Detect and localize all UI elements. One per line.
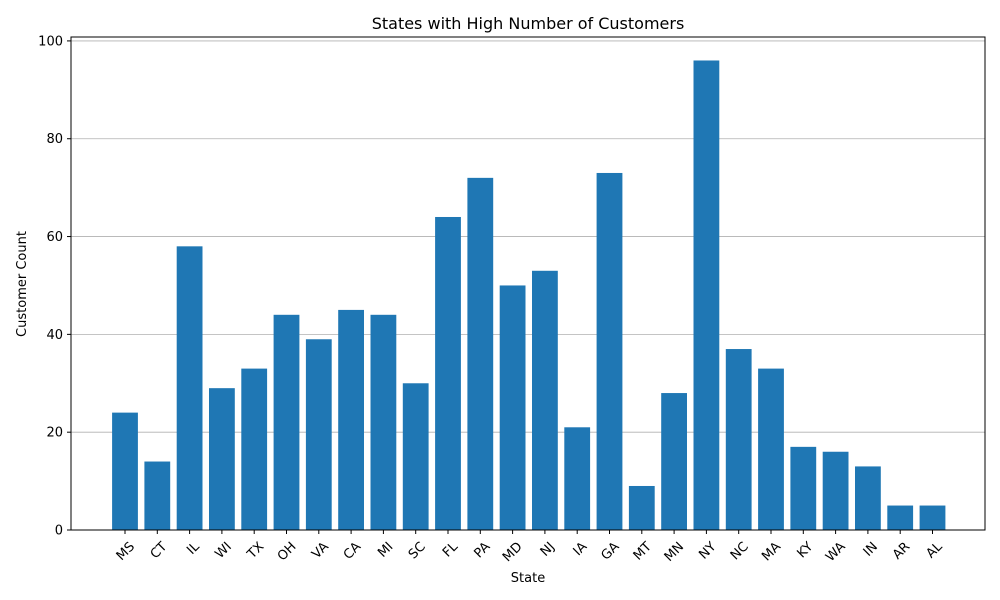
bar-MD: [499, 285, 526, 530]
bar-MA: [758, 368, 784, 530]
x-tick-label-MN: MN: [662, 539, 687, 564]
y-tick-label-80: 80: [46, 132, 63, 147]
x-tick-label-WA: WA: [823, 539, 849, 565]
bar-PA: [467, 177, 494, 530]
x-tick-label-WI: WI: [213, 539, 235, 561]
x-tick-label-CT: CT: [148, 539, 171, 562]
gridlines: [71, 40, 985, 433]
y-ticks: 0 20 40 60 80 100: [38, 34, 71, 539]
bars: [112, 60, 946, 531]
y-tick-label-100: 100: [38, 34, 63, 49]
y-tick-label-20: 20: [46, 426, 63, 441]
x-tick-label-MI: MI: [375, 539, 396, 560]
bar-IA: [564, 427, 591, 530]
y-tick-label-60: 60: [46, 230, 63, 245]
x-tick-label-TX: TX: [244, 539, 267, 562]
x-tick-label-AR: AR: [890, 539, 913, 562]
x-tick-label-MD: MD: [500, 539, 526, 565]
x-tick-label-MS: MS: [114, 539, 138, 563]
x-tick-label-OH: OH: [275, 539, 300, 564]
x-tick-label-GA: GA: [599, 539, 623, 563]
plot-frame: [70, 36, 986, 531]
bar-CT: [144, 461, 171, 530]
axes: [70, 36, 986, 531]
bar-NY: [693, 60, 720, 530]
x-tick-label-MT: MT: [631, 539, 655, 563]
x-tick-label-MA: MA: [759, 539, 784, 564]
x-tick-label-KY: KY: [794, 539, 816, 561]
bar-IN: [855, 466, 881, 530]
bar-TX: [241, 368, 268, 530]
x-axis-label: State: [511, 571, 545, 586]
bar-VA: [305, 339, 332, 530]
bar-WI: [209, 388, 235, 530]
x-tick-label-SC: SC: [406, 539, 429, 562]
bar-SC: [402, 383, 429, 530]
x-tick-label-IN: IN: [861, 539, 881, 559]
x-tick-label-IL: IL: [184, 539, 203, 558]
x-tick-label-CA: CA: [341, 539, 364, 562]
bar-IL: [176, 246, 203, 531]
bar-MN: [661, 393, 687, 530]
bar-CA: [338, 309, 364, 530]
y-tick-label-40: 40: [46, 328, 63, 343]
x-tick-label-FL: FL: [440, 539, 462, 561]
bar-MT: [628, 485, 655, 530]
bar-NC: [725, 349, 752, 530]
x-tick-label-NC: NC: [728, 539, 752, 563]
bar-OH: [273, 314, 300, 530]
x-tick-label-VA: VA: [309, 539, 332, 562]
bar-FL: [435, 216, 461, 530]
x-tick-label-NY: NY: [696, 539, 719, 562]
x-tick-label-AL: AL: [924, 539, 947, 562]
bar-KY: [790, 446, 817, 530]
bar-WA: [822, 451, 849, 530]
bar-MI: [370, 314, 397, 530]
x-tick-label-NJ: NJ: [538, 539, 558, 559]
x-ticks: MS CT IL WI TX OH VA CA MI SC FL PA MD NJ IA GA MT MN NY NC…: [114, 530, 946, 565]
bar-AR: [887, 505, 914, 530]
y-axis-label: Customer Count: [15, 231, 30, 337]
bar-GA: [596, 172, 623, 531]
chart-title: States with High Number of Customers: [372, 14, 685, 33]
bar-AL: [919, 505, 946, 530]
bar-NJ: [532, 270, 558, 530]
bar-MS: [112, 412, 138, 530]
x-tick-label-IA: IA: [571, 539, 591, 559]
y-tick-label-0: 0: [55, 524, 63, 539]
x-tick-label-PA: PA: [471, 539, 493, 561]
